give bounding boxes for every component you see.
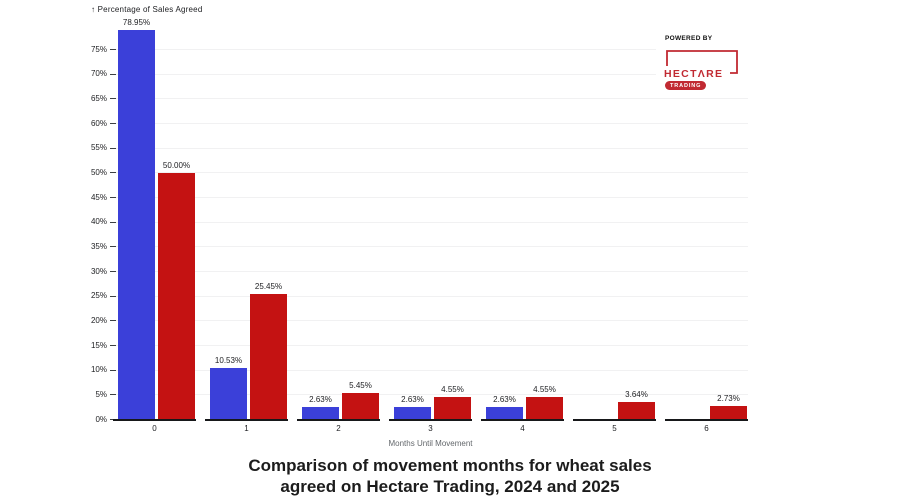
- logo-trading-badge: TRADING: [665, 81, 707, 90]
- y-tick-label: 5%: [95, 389, 107, 399]
- gridline: [113, 221, 748, 223]
- bar-value-label: 2.63%: [309, 394, 332, 404]
- bar-series-2025: [158, 172, 195, 420]
- y-tick-label: 25%: [90, 291, 107, 301]
- bar-series-2024: [210, 367, 247, 420]
- y-tick-mark: [110, 147, 116, 149]
- bar-value-label: 4.55%: [533, 385, 556, 395]
- gridline: [113, 320, 748, 322]
- bar-value-label: 4.55%: [441, 385, 464, 395]
- gridline: [113, 394, 748, 396]
- y-tick-mark: [110, 172, 116, 174]
- category-label: 5: [612, 424, 617, 433]
- bar-value-label: 50.00%: [162, 160, 191, 170]
- gridline: [113, 271, 748, 273]
- bar-value-label: 5.45%: [349, 380, 372, 390]
- y-tick-mark: [110, 197, 116, 199]
- chart-title: Comparison of movement months for wheat …: [0, 455, 900, 497]
- y-tick-label: 30%: [90, 266, 107, 276]
- x-axis-baseline: [665, 418, 748, 421]
- y-tick-label: 35%: [90, 241, 107, 251]
- bar-series-2025: [250, 293, 287, 420]
- gridline: [113, 369, 748, 371]
- bar-series-2025: [710, 406, 747, 420]
- gridline: [113, 172, 748, 174]
- category-label: 2: [336, 424, 341, 433]
- y-tick-mark: [110, 369, 116, 371]
- bar-series-2025: [342, 392, 379, 420]
- gridline: [113, 123, 748, 125]
- y-axis-title-text: Percentage of Sales Agreed: [97, 5, 203, 14]
- logo-wordmark: HECTΛRE: [664, 68, 724, 80]
- y-tick-label: 45%: [90, 192, 107, 202]
- y-tick-mark: [110, 345, 116, 347]
- y-tick-label: 70%: [90, 69, 107, 79]
- category-label: 1: [244, 424, 249, 433]
- y-axis-title: ↑ Percentage of Sales Agreed: [91, 5, 202, 14]
- y-tick-mark: [110, 49, 116, 51]
- x-axis-baseline: [113, 418, 196, 421]
- y-tick-mark: [110, 271, 116, 273]
- bar-series-2024: [486, 406, 523, 420]
- category-label: 0: [152, 424, 157, 433]
- gridline: [113, 147, 748, 149]
- bar-series-2024: [394, 406, 431, 420]
- gridline: [113, 246, 748, 248]
- category-label: 6: [704, 424, 709, 433]
- chart-title-line-2: agreed on Hectare Trading, 2024 and 2025: [280, 477, 620, 496]
- x-axis-baseline: [389, 418, 472, 421]
- y-tick-mark: [110, 73, 116, 75]
- gridline: [113, 73, 748, 75]
- y-tick-mark: [110, 221, 116, 223]
- y-tick-mark: [110, 394, 116, 396]
- bar-value-label: 25.45%: [254, 281, 283, 291]
- category-label: 3: [428, 424, 433, 433]
- y-tick-label: 75%: [90, 44, 107, 54]
- x-axis-baseline: [205, 418, 288, 421]
- gridline: [113, 49, 748, 51]
- logo-bracket-icon: [666, 50, 738, 74]
- y-tick-mark: [110, 246, 116, 248]
- gridline: [113, 295, 748, 297]
- y-tick-mark: [110, 295, 116, 297]
- bar-value-label: 78.95%: [122, 18, 151, 28]
- y-tick-label: 20%: [90, 315, 107, 325]
- chart-title-line-1: Comparison of movement months for wheat …: [248, 456, 652, 475]
- x-axis-baseline: [481, 418, 564, 421]
- y-tick-label: 0%: [95, 414, 107, 424]
- bar-value-label: 3.64%: [625, 389, 648, 399]
- bar-series-2025: [434, 397, 471, 420]
- bar-series-2025: [526, 397, 563, 420]
- x-axis-baseline: [573, 418, 656, 421]
- bar-value-label: 10.53%: [214, 355, 243, 365]
- bar-series-2025: [618, 401, 655, 420]
- bar-value-label: 2.63%: [493, 394, 516, 404]
- y-tick-label: 55%: [90, 143, 107, 153]
- y-tick-label: 65%: [90, 93, 107, 103]
- bar-series-2024: [118, 30, 155, 420]
- y-tick-label: 15%: [90, 340, 107, 350]
- hectare-logo: POWERED BY HECTΛRE TRADING: [656, 30, 756, 96]
- category-label: 4: [520, 424, 525, 433]
- bar-series-2024: [302, 406, 339, 420]
- x-axis-title: Months Until Movement: [388, 439, 473, 448]
- y-tick-label: 60%: [90, 118, 107, 128]
- y-tick-label: 50%: [90, 167, 107, 177]
- powered-by-label: POWERED BY: [665, 35, 713, 42]
- bar-value-label: 2.73%: [717, 394, 740, 404]
- up-arrow-icon: ↑: [91, 5, 96, 14]
- y-tick-label: 10%: [90, 365, 107, 375]
- gridline: [113, 98, 748, 100]
- gridline: [113, 345, 748, 347]
- y-tick-mark: [110, 320, 116, 322]
- y-tick-mark: [110, 98, 116, 100]
- gridline: [113, 197, 748, 199]
- y-tick-mark: [110, 123, 116, 125]
- x-axis-baseline: [297, 418, 380, 421]
- y-tick-label: 40%: [90, 217, 107, 227]
- bar-value-label: 2.63%: [401, 394, 424, 404]
